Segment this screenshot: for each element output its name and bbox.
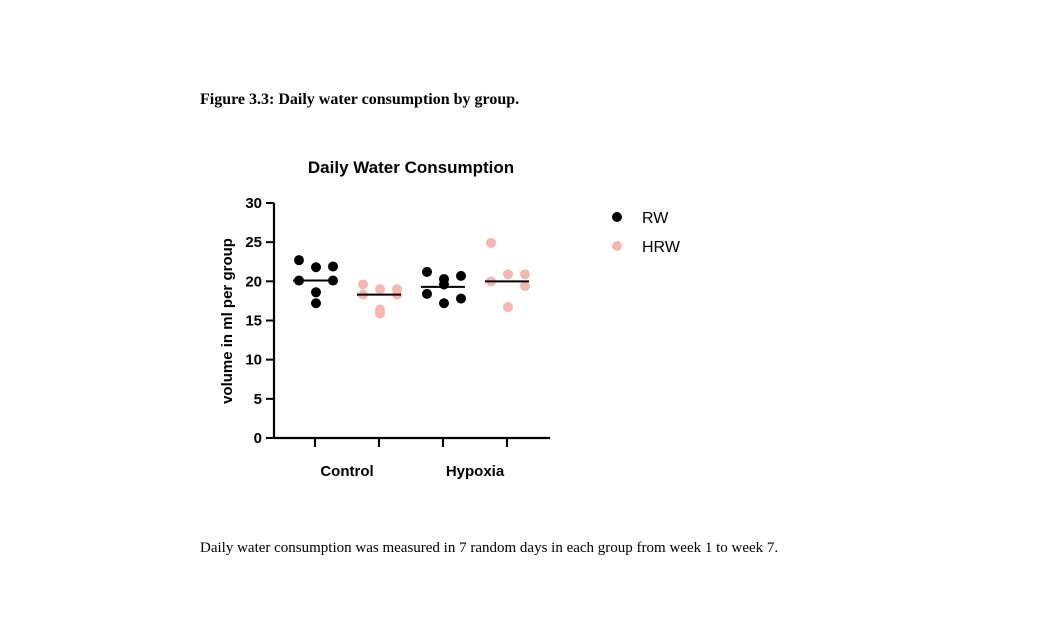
y-tick-label: 5 [254,391,262,408]
data-point [358,279,368,290]
x-category-label: Control [320,463,373,480]
data-point [439,279,449,290]
legend: RW HRW [612,210,681,256]
figure-heading: Figure 3.3: Daily water consumption by g… [200,91,520,108]
data-point [422,288,432,299]
data-point [503,269,513,280]
data-point [375,308,385,319]
data-point [439,298,449,309]
data-point [456,270,466,281]
y-tick-label: 15 [245,313,262,330]
y-tick-label: 25 [245,234,262,251]
y-tick-label: 0 [254,430,262,447]
data-points [294,237,530,319]
data-point [311,262,321,273]
y-tick-label: 10 [245,352,262,369]
median-lines [293,279,529,296]
data-point [422,266,432,277]
x-category-label: Hypoxia [446,463,505,480]
legend-marker [612,241,622,251]
data-point [328,261,338,272]
axes [272,203,550,447]
y-ticks: 0 5 10 15 20 25 30 [245,195,274,447]
y-tick-label: 20 [245,273,262,290]
data-point [520,281,530,292]
chart-title: Daily Water Consumption [308,158,514,177]
data-point [311,287,321,298]
legend-label: HRW [642,239,681,256]
legend-marker [612,212,622,222]
data-point [456,293,466,304]
data-point [311,298,321,309]
data-point [486,237,496,248]
x-categories: Control Hypoxia [320,463,504,480]
data-point [294,255,304,266]
data-point [503,302,513,313]
y-axis-label: volume in ml per group [219,238,236,404]
y-tick-label: 30 [245,195,262,212]
data-point [520,269,530,280]
figure-caption: Daily water consumption was measured in … [200,540,779,556]
data-point [375,284,385,295]
legend-label: RW [642,210,669,227]
